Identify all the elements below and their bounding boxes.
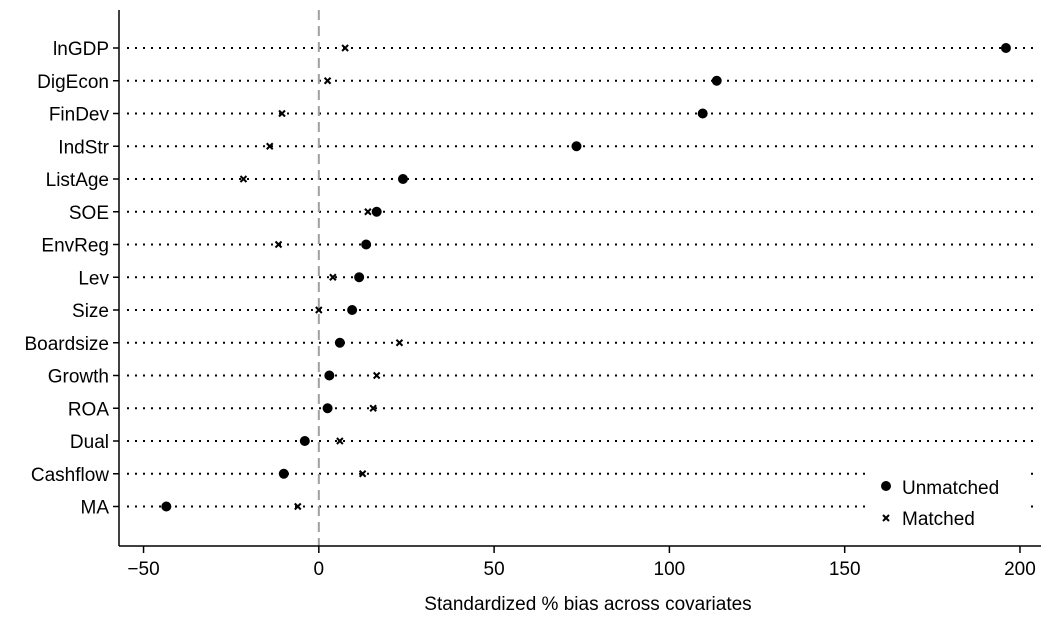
legend-unmatched-label: Unmatched (902, 478, 999, 499)
legend-matched-label: Matched (902, 509, 975, 530)
matched-point-Growth (372, 371, 381, 380)
matched-point-DigEcon (323, 77, 332, 85)
category-label-Growth: Growth (48, 367, 109, 388)
category-label-SOE: SOE (69, 203, 109, 224)
matched-point-ListAge (239, 175, 248, 183)
unmatched-point-DigEcon (711, 75, 722, 86)
matched-point-Boardsize (395, 339, 404, 347)
unmatched-point-ListAge (397, 174, 408, 184)
legend-background (868, 470, 1028, 536)
matched-point-Cashflow (358, 470, 367, 478)
unmatched-point-IndStr (571, 141, 582, 152)
x-tick-label-100: 100 (654, 559, 686, 580)
matched-point-ROA (369, 404, 377, 412)
unmatched-point-lnGDP (1000, 43, 1011, 53)
category-label-MA: MA (81, 498, 110, 519)
category-label-Boardsize: Boardsize (25, 334, 110, 355)
x-tick-label-150: 150 (829, 559, 861, 580)
unmatched-series (161, 43, 1011, 512)
matched-point-Size (315, 306, 323, 314)
legend: Unmatched Matched (868, 470, 1028, 536)
unmatched-point-Lev (354, 272, 365, 283)
category-guide-lines (127, 47, 1039, 508)
category-label-ROA: ROA (68, 399, 110, 420)
category-label-IndStr: IndStr (58, 137, 109, 158)
x-axis-title: Standardized % bias across covariates (424, 594, 751, 615)
category-labels: lnGDP DigEcon FinDev IndStr ListAge SOE EnvReg… (25, 39, 110, 519)
unmatched-point-Size (347, 305, 358, 315)
unmatched-point-Growth (324, 370, 335, 381)
x-axis-ticks: −50 0 50 100 150 200 (127, 546, 1036, 580)
unmatched-point-Cashflow (278, 468, 289, 479)
category-label-Lev: Lev (78, 268, 109, 289)
unmatched-point-EnvReg (361, 239, 372, 250)
category-label-ListAge: ListAge (46, 170, 109, 191)
legend-matched-x (882, 514, 890, 522)
x-tick-label--50: −50 (127, 559, 159, 580)
unmatched-point-Boardsize (334, 337, 345, 348)
matched-point-IndStr (266, 142, 274, 150)
category-label-Size: Size (72, 301, 109, 322)
category-label-Dual: Dual (70, 432, 109, 453)
matched-point-EnvReg (274, 240, 283, 249)
matched-point-FinDev (278, 109, 286, 118)
matched-point-Dual (336, 437, 344, 445)
matched-point-MA (294, 502, 302, 511)
category-label-FinDev: FinDev (49, 105, 110, 126)
category-label-lnGDP: lnGDP (53, 39, 109, 60)
category-label-Cashflow: Cashflow (31, 465, 109, 486)
legend-unmatched-marker (881, 481, 891, 491)
category-label-EnvReg: EnvReg (41, 236, 109, 257)
x-tick-label-50: 50 (484, 559, 505, 580)
x-tick-label-0: 0 (314, 559, 325, 580)
x-tick-label-200: 200 (1004, 559, 1036, 580)
unmatched-point-MA (161, 501, 172, 512)
legend-matched-marker (882, 514, 890, 522)
category-label-DigEcon: DigEcon (37, 72, 109, 93)
unmatched-point-FinDev (697, 108, 708, 119)
unmatched-point-ROA (322, 403, 333, 414)
matched-point-lnGDP (341, 44, 349, 52)
unmatched-point-SOE (371, 206, 382, 217)
matched-point-SOE (364, 208, 372, 216)
matched-series (239, 44, 404, 511)
matched-point-Lev (329, 273, 337, 281)
unmatched-point-Dual (299, 436, 310, 446)
axes (113, 10, 1041, 547)
